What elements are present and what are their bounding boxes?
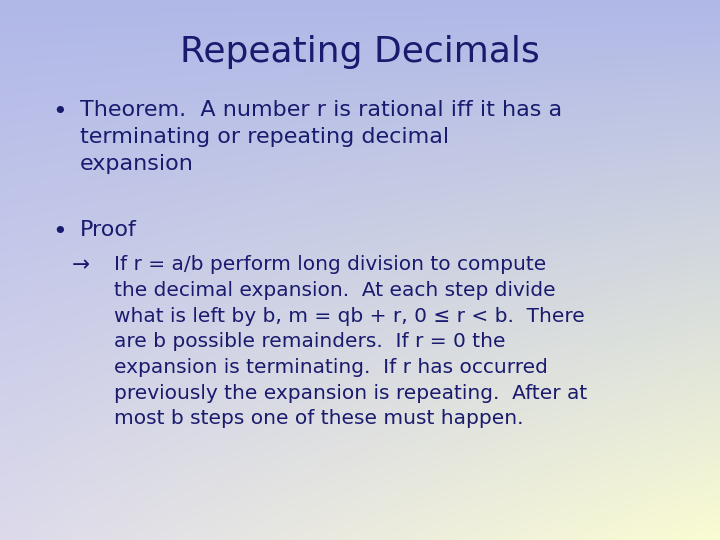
Text: Theorem.  A number r is rational iff it has a
terminating or repeating decimal
e: Theorem. A number r is rational iff it h… [80,100,562,174]
Text: •: • [52,100,67,124]
Text: •: • [52,220,67,244]
Text: Repeating Decimals: Repeating Decimals [180,35,540,69]
Text: Proof: Proof [80,220,137,240]
Text: If r = a/b perform long division to compute
the decimal expansion.  At each step: If r = a/b perform long division to comp… [114,255,588,429]
Text: →: → [72,255,90,275]
